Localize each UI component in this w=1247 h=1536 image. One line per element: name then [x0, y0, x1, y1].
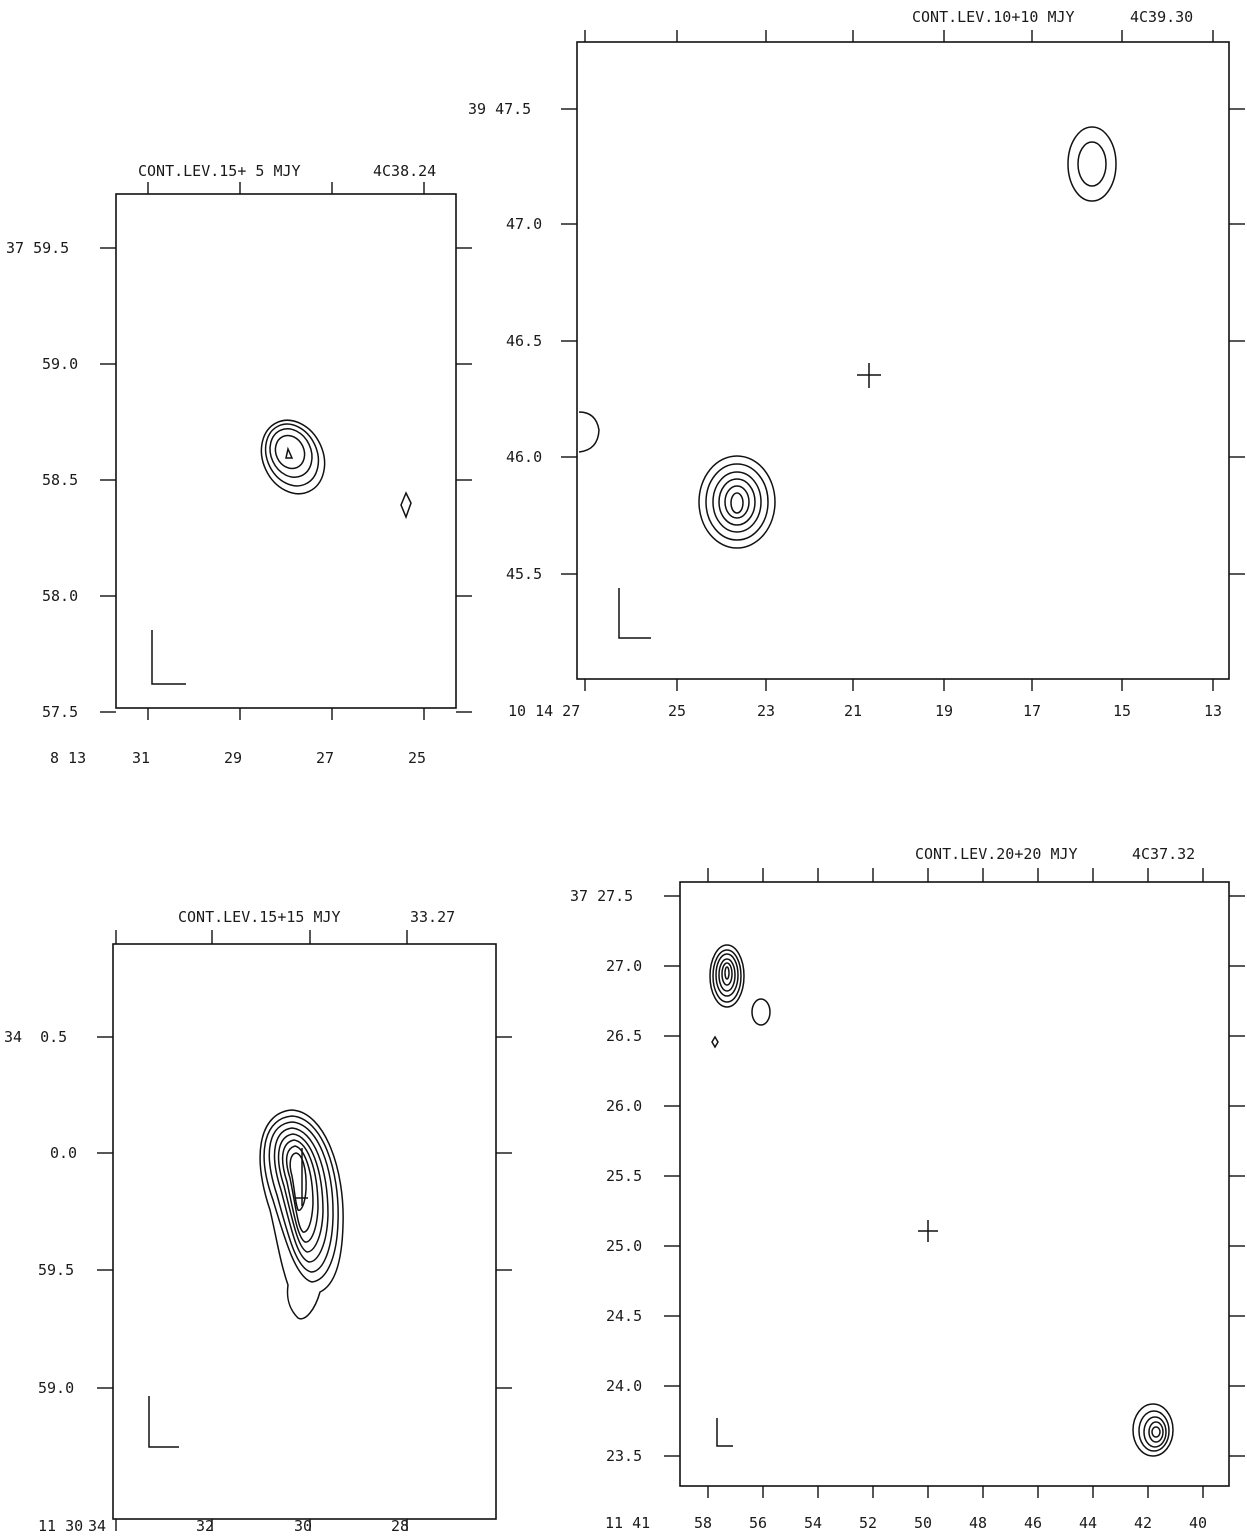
ra-label: 56 [749, 1514, 767, 1532]
dec-label: 46.0 [506, 448, 542, 466]
dec-label: 59.5 [38, 1261, 74, 1279]
ra-label: 17 [1023, 702, 1041, 720]
beam-marker [618, 588, 651, 639]
position-cross-marker [918, 1220, 938, 1242]
dec-label: 45.5 [506, 565, 542, 583]
map-frame [679, 881, 1230, 1487]
contour-source-sw [698, 455, 776, 549]
dec-label: 39 47.5 [468, 100, 531, 118]
ra-label: 46 [1024, 1514, 1042, 1532]
map-frame [576, 41, 1230, 680]
contour-source-extended [259, 1109, 344, 1320]
contour-source-main [260, 419, 326, 495]
beam-marker [716, 1418, 733, 1447]
dec-label: 47.0 [506, 215, 542, 233]
ra-label: 48 [969, 1514, 987, 1532]
contour-blob [751, 998, 771, 1026]
dec-label: 58.0 [42, 587, 78, 605]
ra-label: 21 [844, 702, 862, 720]
dec-label: 25.5 [606, 1167, 642, 1185]
ra-label: 13 [1204, 702, 1222, 720]
panel-header: CONT.LEV.15+15 MJY [178, 908, 341, 926]
ra-label: 30 [294, 1517, 312, 1535]
ra-label: 25 [408, 749, 426, 767]
panel-header: CONT.LEV.20+20 MJY [915, 845, 1078, 863]
ra-label: 11 41 [605, 1514, 650, 1532]
ra-label: 32 [196, 1517, 214, 1535]
ra-label: 40 [1189, 1514, 1207, 1532]
dec-label: 26.5 [606, 1027, 642, 1045]
position-cross-marker [857, 363, 881, 388]
dec-label: 59.0 [38, 1379, 74, 1397]
contour-blob [711, 1035, 719, 1049]
contour-blob [400, 491, 412, 520]
ra-label: 54 [804, 1514, 822, 1532]
source-name: 4C38.24 [373, 162, 436, 180]
map-frame [115, 193, 457, 709]
panel-4c38-24: CONT.LEV.15+ 5 MJY 4C38.24 37 59.5 59.0 … [6, 162, 472, 767]
panel-header: CONT.LEV.10+10 MJY [912, 8, 1075, 26]
panel-33-27: CONT.LEV.15+15 MJY 33.27 34 0.5 0.0 59.5… [4, 908, 512, 1535]
contour-source-ne [1067, 126, 1117, 202]
dec-label: 24.0 [606, 1377, 642, 1395]
contour-source-se [1132, 1403, 1174, 1457]
ra-label: 52 [859, 1514, 877, 1532]
panel-header: CONT.LEV.15+ 5 MJY [138, 162, 301, 180]
ra-label: 8 13 [50, 749, 86, 767]
ra-label: 42 [1134, 1514, 1152, 1532]
dec-label: 23.5 [606, 1447, 642, 1465]
ra-label: 19 [935, 702, 953, 720]
panel-4c37-32: CONT.LEV.20+20 MJY 4C37.32 [570, 845, 1245, 1532]
dec-label: 59.0 [42, 355, 78, 373]
source-name: 4C37.32 [1132, 845, 1195, 863]
ra-label: 28 [391, 1517, 409, 1535]
dec-label: 57.5 [42, 703, 78, 721]
ra-label: 29 [224, 749, 242, 767]
contour-source-nw [709, 944, 745, 1008]
ra-label: 25 [668, 702, 686, 720]
dec-label: 46.5 [506, 332, 542, 350]
beam-marker [148, 1396, 179, 1448]
dec-label: 58.5 [42, 471, 78, 489]
dec-label: 37 27.5 [570, 887, 633, 905]
dec-label: 34 0.5 [4, 1028, 67, 1046]
dec-label: 26.0 [606, 1097, 642, 1115]
ra-label: 58 [694, 1514, 712, 1532]
ra-label: 15 [1113, 702, 1131, 720]
dec-label: 0.0 [50, 1144, 77, 1162]
source-name: 33.27 [410, 908, 455, 926]
ra-label: 44 [1079, 1514, 1097, 1532]
dec-label: 37 59.5 [6, 239, 69, 257]
ra-label: 27 [316, 749, 334, 767]
ra-label: 50 [914, 1514, 932, 1532]
source-name: 4C39.30 [1130, 8, 1193, 26]
contour-edge-blob [578, 411, 600, 453]
dec-label: 25.0 [606, 1237, 642, 1255]
beam-marker [151, 630, 186, 685]
ra-label: 34 [88, 1517, 106, 1535]
ra-label: 10 14 27 [508, 702, 580, 720]
dec-label: 24.5 [606, 1307, 642, 1325]
ra-label: 11 30 [38, 1517, 83, 1535]
dec-label: 27.0 [606, 957, 642, 975]
panel-4c39-30: CONT.LEV.10+10 MJY 4C39.30 39 47 [468, 8, 1245, 720]
ra-label: 23 [757, 702, 775, 720]
ra-label: 31 [132, 749, 150, 767]
map-frame [112, 943, 497, 1520]
